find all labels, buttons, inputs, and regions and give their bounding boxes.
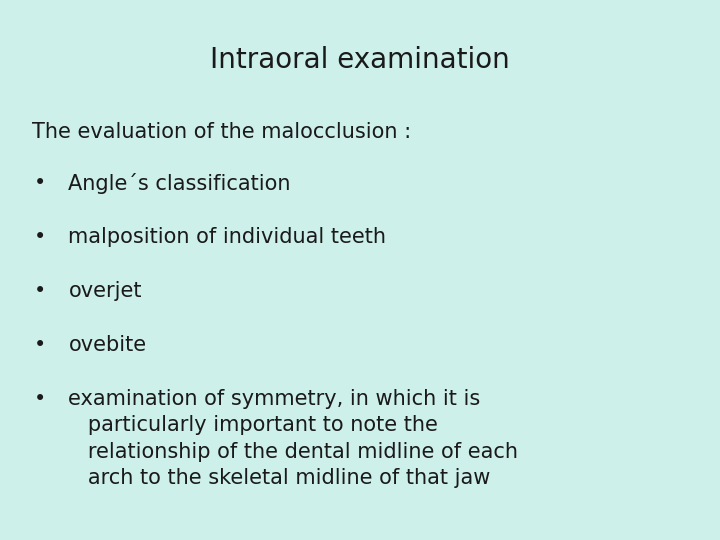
Text: •: • — [33, 227, 46, 247]
Text: examination of symmetry, in which it is
   particularly important to note the
  : examination of symmetry, in which it is … — [68, 389, 518, 488]
Text: •: • — [33, 281, 46, 301]
Text: The evaluation of the malocclusion :: The evaluation of the malocclusion : — [32, 122, 412, 141]
Text: •: • — [33, 335, 46, 355]
Text: •: • — [33, 173, 46, 193]
Text: Angle´s classification: Angle´s classification — [68, 173, 291, 194]
Text: ovebite: ovebite — [68, 335, 147, 355]
Text: Intraoral examination: Intraoral examination — [210, 46, 510, 74]
Text: malposition of individual teeth: malposition of individual teeth — [68, 227, 387, 247]
Text: overjet: overjet — [68, 281, 142, 301]
Text: •: • — [33, 389, 46, 409]
